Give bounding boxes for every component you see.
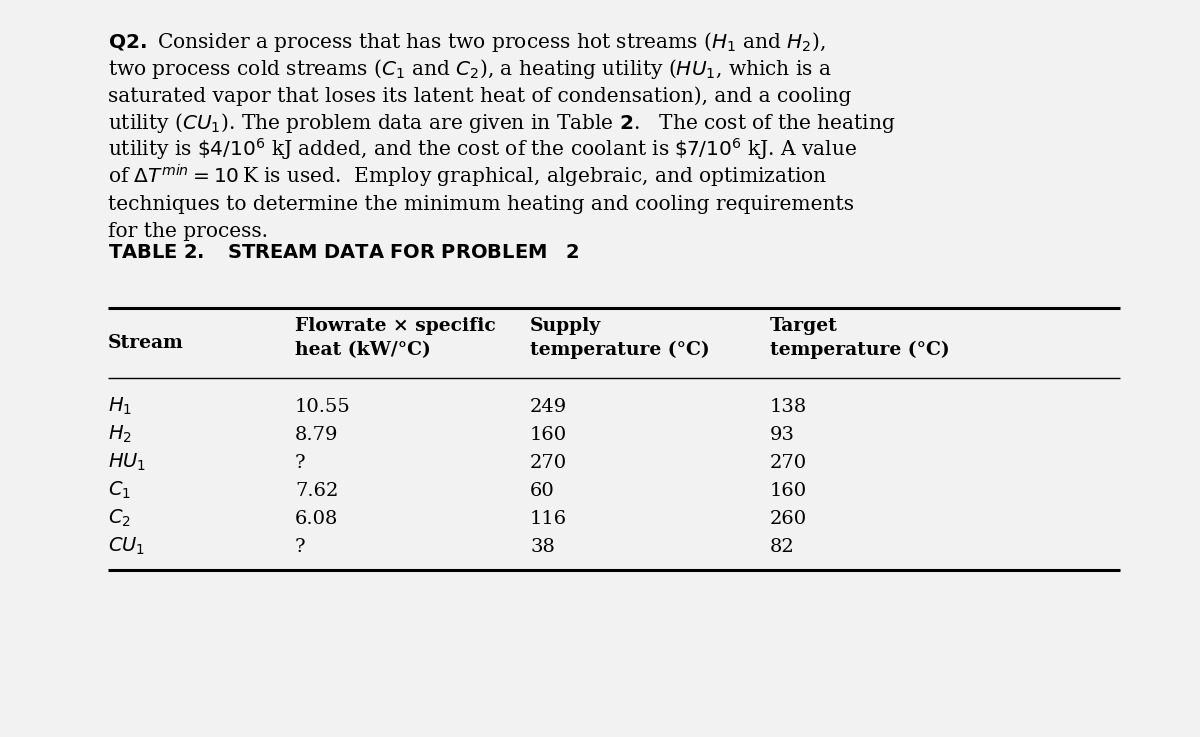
Text: $\mathit{C}_1$: $\mathit{C}_1$	[108, 480, 131, 501]
Text: 82: 82	[770, 538, 794, 556]
Text: 10.55: 10.55	[295, 398, 350, 416]
Text: for the process.: for the process.	[108, 223, 268, 241]
Text: ?: ?	[295, 538, 306, 556]
Text: temperature (°C): temperature (°C)	[770, 341, 949, 359]
Text: $\mathit{H}_1$: $\mathit{H}_1$	[108, 396, 132, 417]
Text: 7.62: 7.62	[295, 482, 338, 500]
Text: 93: 93	[770, 426, 796, 444]
Text: techniques to determine the minimum heating and cooling requirements: techniques to determine the minimum heat…	[108, 195, 854, 214]
Text: $\mathit{CU}_1$: $\mathit{CU}_1$	[108, 536, 145, 557]
Text: 270: 270	[770, 454, 808, 472]
Text: $\mathbf{TABLE\ 2.}$$\mathbf{\ \ \ STREAM\ DATA\ FOR\ PROBLEM\ \ \ 2}$: $\mathbf{TABLE\ 2.}$$\mathbf{\ \ \ STREA…	[108, 244, 580, 262]
Text: 116: 116	[530, 510, 568, 528]
Text: 249: 249	[530, 398, 568, 416]
Text: 260: 260	[770, 510, 808, 528]
Text: 160: 160	[770, 482, 808, 500]
Text: 8.79: 8.79	[295, 426, 338, 444]
Text: $\mathit{C}_2$: $\mathit{C}_2$	[108, 508, 131, 529]
Text: $\mathbf{Q2.}$ Consider a process that has two process hot streams ($H_1$ and $H: $\mathbf{Q2.}$ Consider a process that h…	[108, 30, 826, 55]
Text: utility is $\$4/10^6$ kJ added, and the cost of the coolant is $\$7/10^6$ kJ. A : utility is $\$4/10^6$ kJ added, and the …	[108, 136, 857, 162]
Text: Stream: Stream	[108, 334, 184, 352]
Text: Target: Target	[770, 317, 838, 335]
Text: Flowrate × specific: Flowrate × specific	[295, 317, 496, 335]
Text: two process cold streams ($C_1$ and $C_2$), a heating utility ($HU_1$, which is : two process cold streams ($C_1$ and $C_2…	[108, 57, 832, 81]
Text: $\mathit{H}_2$: $\mathit{H}_2$	[108, 424, 132, 445]
Text: Supply: Supply	[530, 317, 601, 335]
Text: 38: 38	[530, 538, 554, 556]
Text: 6.08: 6.08	[295, 510, 338, 528]
Text: heat (kW/°C): heat (kW/°C)	[295, 341, 431, 359]
Text: 160: 160	[530, 426, 568, 444]
Text: saturated vapor that loses its latent heat of condensation), and a cooling: saturated vapor that loses its latent he…	[108, 86, 851, 106]
Text: $\mathit{HU}_1$: $\mathit{HU}_1$	[108, 452, 146, 473]
Text: 270: 270	[530, 454, 568, 472]
Text: temperature (°C): temperature (°C)	[530, 341, 709, 359]
Text: utility ($CU_1$). The problem data are given in Table $\mathbf{2}$.   The cost o: utility ($CU_1$). The problem data are g…	[108, 111, 895, 136]
Text: ?: ?	[295, 454, 306, 472]
Text: 138: 138	[770, 398, 808, 416]
Text: of $\Delta T^{min}=10\,$K is used.  Employ graphical, algebraic, and optimizatio: of $\Delta T^{min}=10\,$K is used. Emplo…	[108, 163, 828, 189]
Text: 60: 60	[530, 482, 554, 500]
